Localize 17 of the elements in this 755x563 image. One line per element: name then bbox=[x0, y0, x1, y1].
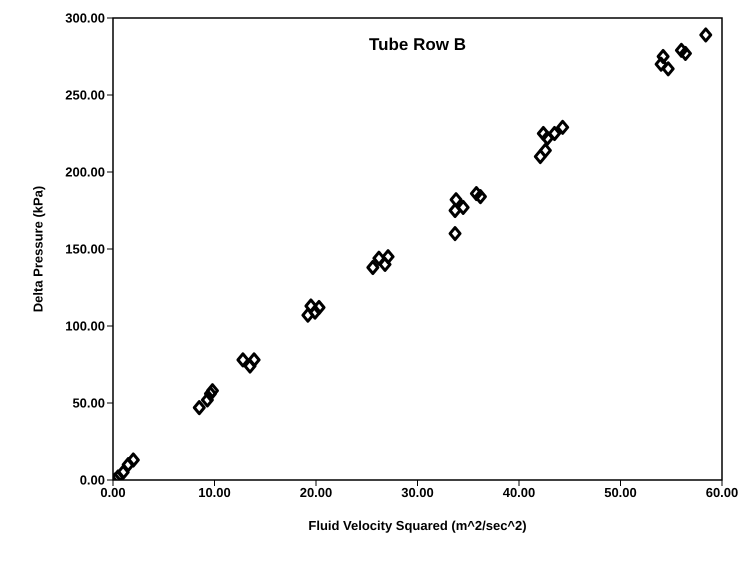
x-tick-label: 10.00 bbox=[198, 485, 231, 500]
y-tick-label: 50.00 bbox=[72, 396, 105, 411]
y-tick-label: 200.00 bbox=[65, 164, 105, 180]
y-tick-label: 150.00 bbox=[65, 242, 105, 257]
x-tick-label: 60.00 bbox=[706, 485, 738, 500]
text: Tube Row B bbox=[369, 35, 466, 54]
y-axis-title: Delta Pressure (kPa) bbox=[30, 186, 46, 312]
x-tick-label: 50.00 bbox=[604, 485, 637, 500]
y-tick-label: 100.00 bbox=[65, 318, 105, 334]
x-tick-label: 20.00 bbox=[300, 485, 332, 500]
y-tick-label: 250.00 bbox=[65, 88, 105, 103]
x-tick-label: 30.00 bbox=[401, 485, 434, 500]
x-axis-title: Fluid Velocity Squared (m^2/sec^2) bbox=[308, 518, 527, 533]
x-tick-label: 0.00 bbox=[100, 485, 126, 500]
y-tick-label: 0.00 bbox=[80, 472, 105, 488]
x-tick-label: 40.00 bbox=[502, 485, 536, 500]
y-tick-label: 300.00 bbox=[65, 10, 105, 26]
